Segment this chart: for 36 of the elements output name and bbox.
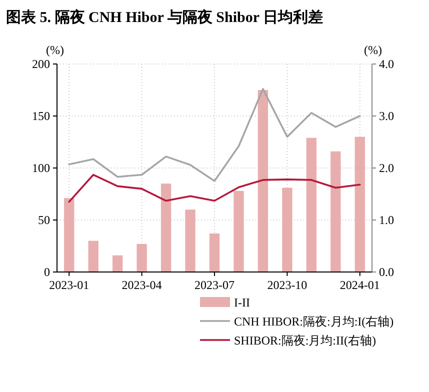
y-axis-title: (%) xyxy=(46,43,64,57)
bar xyxy=(354,136,365,272)
y-tick-label: 150 xyxy=(32,109,50,123)
x-tick-label: 2024-01 xyxy=(340,278,380,292)
bar xyxy=(258,90,268,272)
bar xyxy=(306,138,317,272)
bar xyxy=(234,190,244,272)
y-tick-label: 200 xyxy=(32,57,50,71)
bar xyxy=(64,198,74,272)
x-tick-label: 2023-04 xyxy=(122,278,162,292)
y2-tick-label: 3.0 xyxy=(379,109,394,123)
bar xyxy=(330,151,341,272)
y2-tick-label: 2.0 xyxy=(379,161,394,175)
legend-label: I-II xyxy=(234,296,250,310)
line-series xyxy=(68,88,361,182)
y2-tick-label: 1.0 xyxy=(379,213,394,227)
x-tick-label: 2023-10 xyxy=(267,278,308,292)
legend-label: SHIBOR:隔夜:月均:II(右轴) xyxy=(234,334,376,348)
x-tick-label: 2023-07 xyxy=(194,278,234,292)
y2-axis-title: (%) xyxy=(364,43,382,57)
line-series xyxy=(68,174,361,203)
legend-label: CNH HIBOR:隔夜:月均:I(右轴) xyxy=(234,314,394,328)
y-tick-label: 0 xyxy=(44,265,50,279)
bar xyxy=(209,234,220,272)
bar xyxy=(88,240,98,272)
y2-tick-label: 0.0 xyxy=(379,265,394,279)
bar xyxy=(160,184,172,272)
y-tick-label: 50 xyxy=(38,213,50,227)
bar xyxy=(136,244,147,272)
y2-tick-label: 4.0 xyxy=(379,57,394,71)
bar xyxy=(282,188,292,272)
bar xyxy=(185,210,196,272)
chart-title: 图表 5. 隔夜 CNH Hibor 与隔夜 Shibor 日均利差 xyxy=(6,8,323,26)
y-tick-label: 100 xyxy=(32,161,50,175)
x-tick-label: 2023-01 xyxy=(49,278,90,292)
bar xyxy=(112,255,123,272)
